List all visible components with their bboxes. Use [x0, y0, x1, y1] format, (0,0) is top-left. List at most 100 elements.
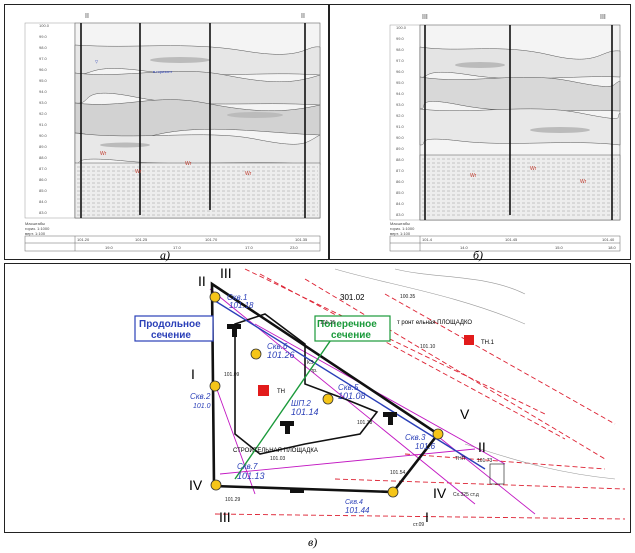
bh4-name: Скв.4 [345, 499, 363, 506]
borehole-5 [322, 393, 334, 405]
spot-elev-8: 101.25 [320, 320, 336, 326]
depth-label: 100.0 [39, 23, 50, 28]
bh7-name: Скв.7 [237, 462, 258, 471]
misc-label-4: ТНП [455, 456, 466, 462]
bh6-elev: 101.26 [267, 350, 295, 360]
misc-label-3: тр. [311, 368, 317, 374]
section-a-legend-2: гориз. 1:1000 [25, 226, 50, 231]
depth-label: 86.0 [396, 179, 405, 184]
depth-label: 90.0 [39, 133, 48, 138]
bh3-elev: 101.6 [415, 442, 436, 451]
depth-label: 91.0 [39, 122, 48, 127]
svg-text:Wr: Wr [470, 173, 477, 179]
spot-elev-7: 101.54 [390, 470, 406, 476]
depth-label: 93.0 [396, 102, 405, 107]
roman-v-right: V [460, 406, 470, 422]
section-b-roman-left: III [422, 14, 428, 21]
bh3-name: Скв.3 [405, 433, 426, 442]
section-b-row-1: 101.4 [422, 237, 433, 242]
svg-text:Wr: Wr [100, 151, 107, 157]
section-b-roman-right: III [600, 14, 606, 21]
depth-label: 100.0 [396, 25, 407, 30]
section-b-legend-3: верт. 1:100 [390, 231, 411, 236]
borehole-7 [210, 479, 222, 491]
label-transverse-2: сечение [331, 330, 371, 341]
contour-label: 301.02 [340, 293, 365, 302]
spot-elev-3: 101.38 [357, 420, 373, 426]
section-b-legend-2: гориз. 1:1000 [390, 226, 415, 231]
spot-elev-5: 101.29 [225, 497, 241, 503]
roman-iii-bottom: III [219, 509, 231, 525]
svg-text:▽: ▽ [95, 59, 99, 64]
depth-label: 90.0 [396, 135, 405, 140]
section-a-row-4: 101.35 [295, 237, 308, 242]
site-boundary [210, 281, 440, 494]
spot-elev-4: 101.03 [270, 456, 286, 462]
depth-label: 88.0 [39, 155, 48, 160]
depth-label: 97.0 [39, 56, 48, 61]
section-a-roman-left: II [85, 13, 89, 20]
caption-b: б) [473, 248, 484, 262]
svg-text:Wr: Wr [530, 166, 537, 172]
depth-label: 99.0 [39, 34, 48, 39]
tn1-marker [464, 335, 474, 345]
tn2-label: ТН [277, 389, 285, 395]
bh7-elev: 101.13 [237, 471, 265, 481]
section-b-legend-1: Масштабы [390, 221, 410, 226]
depth-label: 95.0 [396, 80, 405, 85]
depth-label: 93.0 [39, 100, 48, 105]
depth-label: 94.0 [39, 89, 48, 94]
longitudinal-section-line [211, 298, 486, 470]
section-b-row2-3: 18.0 [608, 245, 617, 250]
site-plan: Продольное сечение Поперечное сечение 30… [134, 265, 626, 528]
depth-label: 88.0 [396, 157, 405, 162]
depth-label: 97.0 [396, 58, 405, 63]
section-b-row2-2: 15.0 [555, 245, 564, 250]
misc-label-5: Сх.325 ст.д [453, 492, 479, 498]
bh-shp2-name: ШП.2 [291, 399, 311, 408]
section-a-row-3: 101.70 [205, 237, 218, 242]
label-longitudinal-1: Продольное [139, 319, 201, 330]
svg-text:Wr: Wr [185, 161, 192, 167]
depth-label: 83.0 [39, 210, 48, 215]
depth-label: 95.0 [39, 78, 48, 83]
borehole-4 [387, 486, 399, 498]
svg-text:Wr: Wr [245, 171, 252, 177]
depth-label: 85.0 [396, 190, 405, 195]
bh6-name: Скв.6 [267, 342, 288, 351]
depth-label: 94.0 [396, 91, 405, 96]
misc-label-6: ст.09 [413, 522, 424, 528]
section-a-row-2: 101.25 [135, 237, 148, 242]
depth-label: 91.0 [396, 124, 405, 129]
depth-label: 96.0 [39, 67, 48, 72]
panel-site-plan: Продольное сечение Поперечное сечение 30… [4, 263, 631, 533]
depth-label: 98.0 [39, 45, 48, 50]
svg-text:в.горизонт: в.горизонт [153, 69, 173, 74]
section-b-row-3: 101.40 [602, 237, 615, 242]
depth-label: 89.0 [39, 144, 48, 149]
depth-label: 92.0 [396, 113, 405, 118]
spot-elev-6: 101.73 [477, 458, 493, 464]
borehole-6 [250, 348, 262, 360]
spot-elev-1: 101.10 [420, 344, 436, 350]
section-b-row-2: 101.45 [505, 237, 518, 242]
bh5-elev: 101.08 [338, 391, 366, 401]
depth-label: 99.0 [396, 36, 405, 41]
tn2-marker [258, 385, 269, 396]
transverse-section-line [234, 333, 336, 480]
depth-label: 92.0 [39, 111, 48, 116]
depth-label: 98.0 [396, 47, 405, 52]
bh4-elev: 101.44 [345, 506, 370, 515]
roman-iv-left: IV [189, 477, 203, 493]
geologic-section-b: 100.0 99.0 98.0 97.0 96.0 95.0 94.0 93.0 92.0 91.… [389, 14, 621, 252]
area-label-top: т ронт ельная ПЛОЩАДКО [397, 320, 472, 326]
label-transverse-1: Поперечное [317, 319, 377, 330]
roman-ii-right: II [478, 439, 486, 455]
misc-label-1: 100.35 [400, 294, 416, 300]
depth-label: 85.0 [39, 188, 48, 193]
svg-text:Wr: Wr [580, 179, 587, 185]
depth-label: 87.0 [39, 166, 48, 171]
section-a-row2-4: 23.0 [290, 245, 299, 250]
section-a-row2-2: 17.0 [173, 245, 182, 250]
bh2-elev: 101.0 [193, 403, 211, 410]
